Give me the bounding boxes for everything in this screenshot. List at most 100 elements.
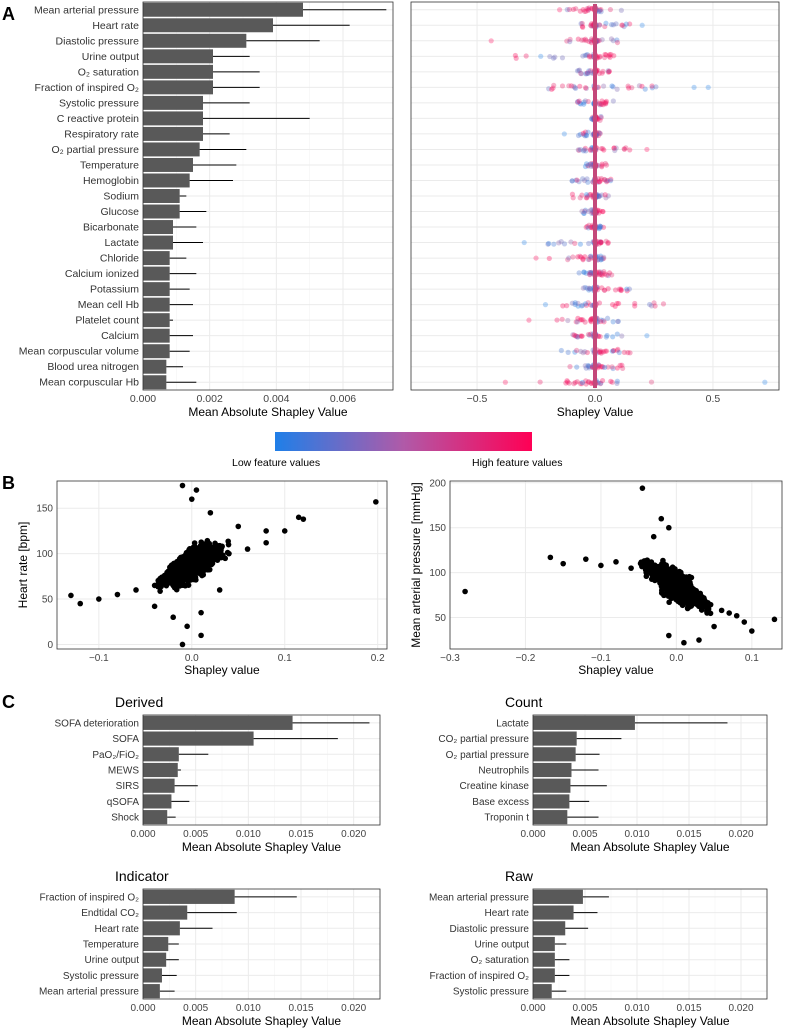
shap-point: [609, 272, 615, 278]
shap-point: [605, 177, 611, 184]
shap-point: [598, 6, 604, 13]
shap-point: [597, 269, 604, 275]
shap-point: [559, 316, 565, 322]
scatter-point: [678, 591, 685, 598]
legend-low-label: Low feature values: [232, 457, 320, 469]
shap-point: [588, 269, 594, 276]
shap-point: [621, 23, 627, 30]
scatter-point: [676, 581, 683, 588]
chart-b-heart-rate: −0.1 0.0 0.1 0.2 0 50 100 150 Shapley value Heart…: [16, 480, 388, 677]
shap-point: [602, 287, 608, 293]
bar: [533, 778, 571, 793]
scatter-point: [726, 610, 732, 616]
shap-point: [587, 147, 594, 153]
scatter-point: [235, 523, 242, 530]
scatter-point: [639, 485, 646, 491]
scatter-point: [649, 570, 656, 577]
scatter-point: [696, 637, 702, 643]
bar: [143, 359, 167, 374]
shap-point: [569, 300, 575, 306]
scatter-point: [198, 539, 205, 545]
shap-point: [616, 349, 622, 356]
category-label: Systolic pressure: [453, 987, 530, 998]
shap-point: [588, 116, 595, 122]
shap-point: [579, 20, 585, 27]
shap-point: [605, 239, 611, 246]
shap-point: [586, 68, 592, 74]
shap-point: [598, 380, 604, 386]
shap-point: [627, 350, 633, 356]
shap-point: [580, 302, 586, 308]
x-tick-label: 0.020: [728, 1003, 753, 1014]
chart-c-raw: Raw Mean arterial pressure Heart rate Diast…: [429, 868, 768, 1028]
scatter-point: [650, 533, 657, 540]
shap-point: [581, 177, 588, 184]
shap-point: [623, 21, 629, 27]
shap-point: [609, 22, 615, 28]
shap-point: [582, 207, 588, 213]
shap-point: [598, 113, 604, 120]
bar: [143, 2, 303, 17]
x-tick-label: 0.020: [341, 1003, 366, 1014]
bar: [143, 968, 162, 983]
shap-point: [575, 303, 581, 309]
shap-outlier-point: [561, 131, 567, 137]
shap-point: [579, 333, 585, 339]
shap-point: [587, 286, 593, 292]
category-label: Diastolic pressure: [450, 924, 530, 935]
chart-title: Derived: [115, 694, 163, 710]
shap-point: [624, 288, 630, 294]
shap-outlier-point: [502, 379, 508, 385]
shap-point: [588, 23, 594, 29]
bar: [143, 266, 170, 281]
scatter-point: [263, 539, 269, 546]
shap-point: [603, 334, 609, 340]
shap-point: [577, 253, 583, 259]
shap-point: [580, 6, 586, 13]
shap-point: [575, 132, 582, 139]
scatter-point: [206, 547, 213, 554]
shap-point: [600, 224, 607, 230]
category-label: SOFA deterioration: [55, 718, 140, 729]
category-label: Heart rate: [95, 924, 140, 935]
shap-point: [575, 315, 581, 321]
shap-point: [598, 224, 604, 230]
shap-point: [577, 381, 584, 387]
shap-point: [653, 84, 659, 90]
shap-point: [580, 148, 587, 154]
shap-point: [609, 379, 615, 385]
shap-point: [586, 240, 592, 247]
y-tick-label: 100: [429, 568, 446, 579]
shap-point: [588, 224, 594, 230]
scatter-point: [199, 551, 206, 557]
shap-point: [610, 84, 616, 90]
shap-outlier-point: [521, 239, 527, 246]
shap-outlier-point: [488, 38, 494, 44]
shap-point: [614, 378, 620, 384]
bar: [533, 936, 555, 952]
category-label: Respiratory rate: [64, 128, 139, 140]
shap-point: [579, 208, 585, 214]
x-tick-label: −0.2: [516, 653, 536, 664]
bar: [533, 762, 572, 778]
y-tick-label: 100: [36, 549, 53, 560]
shap-point: [629, 85, 635, 91]
x-tick-label: 0.005: [572, 1003, 597, 1014]
chart-a-bar: Mean arterial pressure Heart rate Diastoli…: [19, 1, 394, 419]
shap-point: [584, 176, 590, 182]
scatter-point: [664, 572, 671, 579]
shap-point: [586, 363, 592, 369]
scatter-point: [198, 632, 204, 639]
shap-point: [585, 98, 591, 105]
shap-point: [561, 241, 568, 247]
bar: [533, 952, 555, 967]
shap-point: [614, 380, 620, 386]
shap-point: [595, 380, 601, 386]
shap-point: [513, 55, 519, 61]
x-tick-label: 0.010: [624, 829, 649, 840]
shap-point: [597, 53, 603, 60]
shap-point: [603, 162, 610, 168]
x-tick-label: 0.020: [728, 829, 753, 840]
shap-point: [546, 86, 552, 92]
shap-point: [619, 362, 625, 368]
